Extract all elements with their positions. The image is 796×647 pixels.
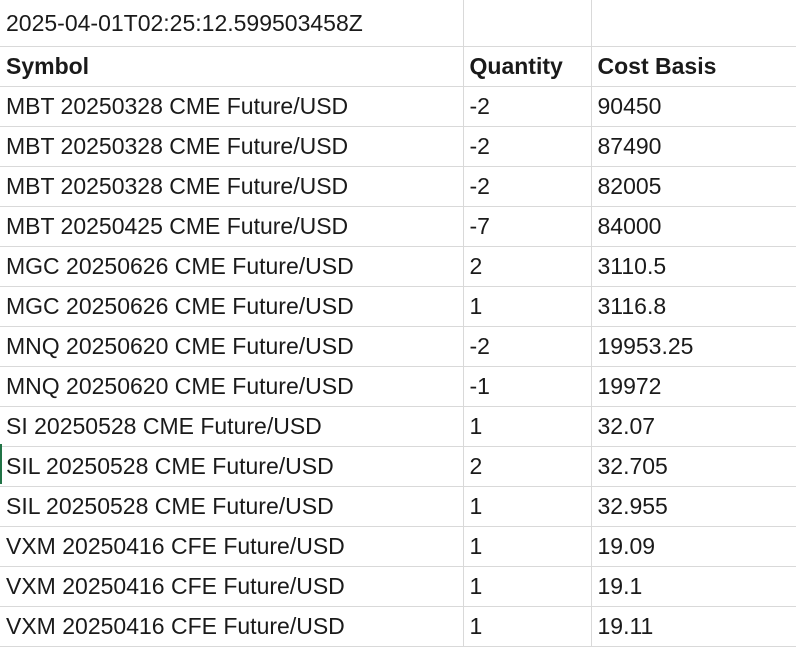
table-row: SI 20250528 CME Future/USD 1 32.07 [0,406,796,447]
table-row: SIL 20250528 CME Future/USD 1 32.955 [0,486,796,527]
cost-basis-cell[interactable]: 19.11 [591,606,796,647]
empty-cell[interactable] [591,0,796,47]
timestamp-row: 2025-04-01T02:25:12.599503458Z [0,0,796,47]
quantity-cell[interactable]: -1 [463,366,592,407]
symbol-cell[interactable]: SIL 20250528 CME Future/USD [0,446,464,487]
symbol-cell[interactable]: MBT 20250328 CME Future/USD [0,126,464,167]
cost-basis-cell[interactable]: 90450 [591,86,796,127]
symbol-cell[interactable]: VXM 20250416 CFE Future/USD [0,566,464,607]
symbol-cell[interactable]: MGC 20250626 CME Future/USD [0,286,464,327]
symbol-cell[interactable]: MGC 20250626 CME Future/USD [0,246,464,287]
cost-basis-cell[interactable]: 32.955 [591,486,796,527]
quantity-cell[interactable]: -7 [463,206,592,247]
quantity-cell[interactable]: 2 [463,246,592,287]
cost-basis-cell[interactable]: 3116.8 [591,286,796,327]
table-row: MBT 20250328 CME Future/USD -2 82005 [0,166,796,207]
quantity-cell[interactable]: -2 [463,126,592,167]
header-quantity[interactable]: Quantity [463,46,592,87]
cost-basis-cell[interactable]: 84000 [591,206,796,247]
symbol-cell[interactable]: SI 20250528 CME Future/USD [0,406,464,447]
header-row: Symbol Quantity Cost Basis [0,46,796,87]
symbol-cell[interactable]: MBT 20250328 CME Future/USD [0,166,464,207]
symbol-cell[interactable]: VXM 20250416 CFE Future/USD [0,526,464,567]
quantity-cell[interactable]: 1 [463,566,592,607]
table-row: MBT 20250425 CME Future/USD -7 84000 [0,206,796,247]
table-row: MBT 20250328 CME Future/USD -2 90450 [0,86,796,127]
symbol-cell[interactable]: MBT 20250328 CME Future/USD [0,86,464,127]
timestamp-cell[interactable]: 2025-04-01T02:25:12.599503458Z [0,0,464,47]
cost-basis-cell[interactable]: 87490 [591,126,796,167]
table-row: MGC 20250626 CME Future/USD 1 3116.8 [0,286,796,327]
quantity-cell[interactable]: 1 [463,286,592,327]
table-row: VXM 20250416 CFE Future/USD 1 19.1 [0,566,796,607]
active-cell-marker [0,444,2,484]
quantity-cell[interactable]: -2 [463,166,592,207]
cost-basis-cell[interactable]: 32.07 [591,406,796,447]
symbol-cell[interactable]: MBT 20250425 CME Future/USD [0,206,464,247]
cost-basis-cell[interactable]: 32.705 [591,446,796,487]
table-row: MNQ 20250620 CME Future/USD -1 19972 [0,366,796,407]
quantity-cell[interactable]: 1 [463,406,592,447]
symbol-cell[interactable]: MNQ 20250620 CME Future/USD [0,326,464,367]
symbol-cell[interactable]: SIL 20250528 CME Future/USD [0,486,464,527]
cost-basis-cell[interactable]: 19972 [591,366,796,407]
table-row: VXM 20250416 CFE Future/USD 1 19.09 [0,526,796,567]
quantity-cell[interactable]: 1 [463,486,592,527]
table-row: MGC 20250626 CME Future/USD 2 3110.5 [0,246,796,287]
table-row: MNQ 20250620 CME Future/USD -2 19953.25 [0,326,796,367]
symbol-cell[interactable]: MNQ 20250620 CME Future/USD [0,366,464,407]
cost-basis-cell[interactable]: 3110.5 [591,246,796,287]
table-row: MBT 20250328 CME Future/USD -2 87490 [0,126,796,167]
quantity-cell[interactable]: 2 [463,446,592,487]
quantity-cell[interactable]: 1 [463,526,592,567]
header-symbol[interactable]: Symbol [0,46,464,87]
cost-basis-cell[interactable]: 82005 [591,166,796,207]
table-row: SIL 20250528 CME Future/USD 2 32.705 [0,446,796,487]
cost-basis-cell[interactable]: 19.09 [591,526,796,567]
cost-basis-cell[interactable]: 19953.25 [591,326,796,367]
table-row: VXM 20250416 CFE Future/USD 1 19.11 [0,606,796,647]
empty-cell[interactable] [463,0,592,47]
symbol-cell[interactable]: VXM 20250416 CFE Future/USD [0,606,464,647]
quantity-cell[interactable]: 1 [463,606,592,647]
quantity-cell[interactable]: -2 [463,86,592,127]
header-cost-basis[interactable]: Cost Basis [591,46,796,87]
cost-basis-cell[interactable]: 19.1 [591,566,796,607]
quantity-cell[interactable]: -2 [463,326,592,367]
